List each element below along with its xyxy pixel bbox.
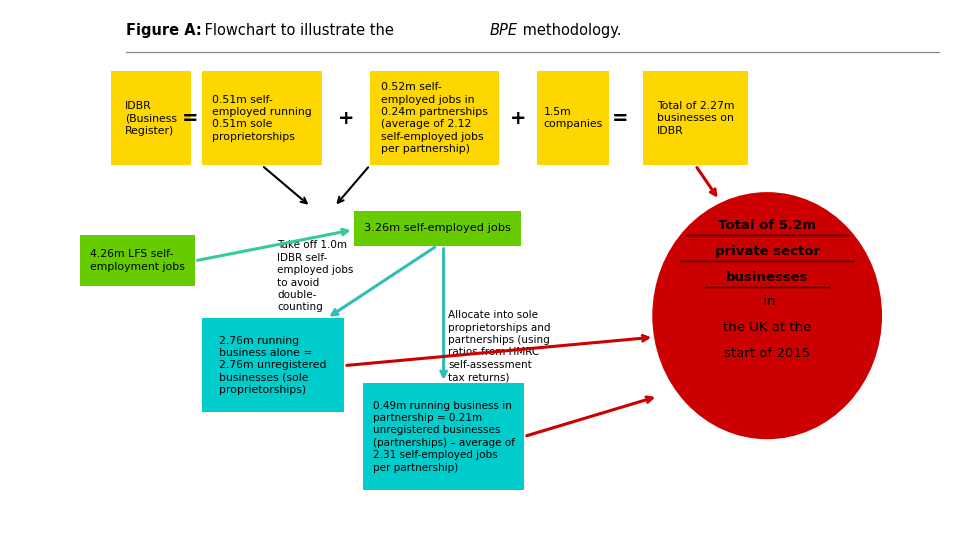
Text: Allocate into sole
proprietorships and
partnerships (using
ratios from HMRC
self: Allocate into sole proprietorships and p… — [448, 310, 551, 382]
FancyBboxPatch shape — [370, 71, 499, 165]
FancyBboxPatch shape — [111, 71, 191, 165]
FancyBboxPatch shape — [203, 319, 344, 413]
FancyBboxPatch shape — [363, 383, 524, 490]
Text: +: + — [510, 109, 526, 128]
Text: IDBR
(Business
Register): IDBR (Business Register) — [125, 101, 178, 136]
Text: 0.51m self-
employed running
0.51m sole
proprietorships: 0.51m self- employed running 0.51m sole … — [212, 94, 312, 142]
FancyBboxPatch shape — [80, 235, 195, 286]
Text: Figure A:: Figure A: — [126, 23, 202, 38]
Text: 3.26m self-employed jobs: 3.26m self-employed jobs — [364, 224, 511, 233]
Text: 4.26m LFS self-
employment jobs: 4.26m LFS self- employment jobs — [90, 249, 184, 272]
Text: =: = — [181, 109, 198, 128]
Text: Total of 2.27m
businesses on
IDBR: Total of 2.27m businesses on IDBR — [657, 101, 734, 136]
Text: Flowchart to illustrate the: Flowchart to illustrate the — [200, 23, 398, 38]
Text: Take off 1.0m
IDBR self-
employed jobs
to avoid
double-
counting: Take off 1.0m IDBR self- employed jobs t… — [277, 240, 353, 313]
Text: 1.5m
companies: 1.5m companies — [543, 107, 603, 130]
Text: private sector: private sector — [714, 245, 820, 258]
FancyBboxPatch shape — [643, 71, 748, 165]
Text: 0.52m self-
employed jobs in
0.24m partnerships
(average of 2.12
self-employed j: 0.52m self- employed jobs in 0.24m partn… — [381, 82, 488, 154]
Text: methodology.: methodology. — [518, 23, 622, 38]
Text: businesses: businesses — [726, 271, 808, 284]
Text: in: in — [759, 295, 776, 308]
Text: BPE: BPE — [490, 23, 517, 38]
Text: start of 2015: start of 2015 — [724, 347, 810, 360]
Text: 2.76m running
business alone =
2.76m unregistered
businesses (sole
proprietorshi: 2.76m running business alone = 2.76m unr… — [220, 335, 327, 395]
FancyBboxPatch shape — [203, 71, 322, 165]
Text: =: = — [612, 109, 628, 128]
Text: Total of 5.2m: Total of 5.2m — [718, 219, 816, 232]
Text: 0.49m running business in
partnership = 0.21m
unregistered businesses
(partnersh: 0.49m running business in partnership = … — [372, 401, 515, 472]
Text: +: + — [338, 109, 354, 128]
FancyBboxPatch shape — [538, 71, 610, 165]
Text: the UK at the: the UK at the — [723, 321, 811, 334]
FancyBboxPatch shape — [353, 211, 521, 246]
Ellipse shape — [652, 192, 882, 439]
